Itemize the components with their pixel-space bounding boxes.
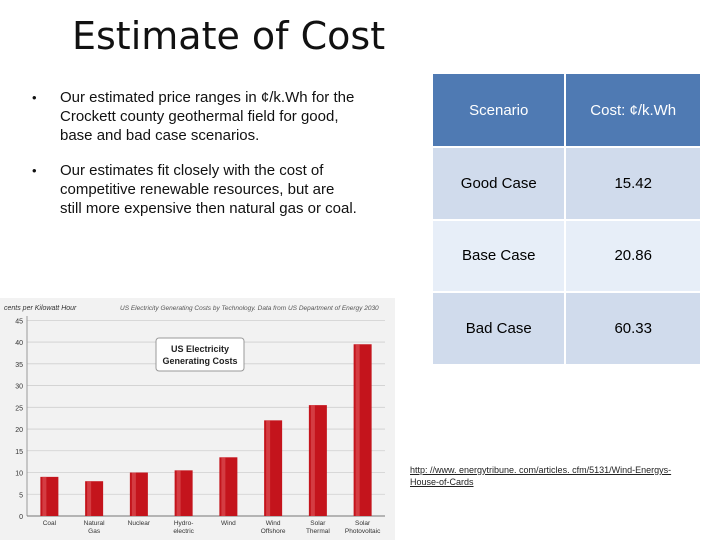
scenario-cell: Bad Case: [430, 291, 567, 366]
bar-highlight: [266, 420, 271, 516]
header-scenario: Scenario: [430, 72, 567, 148]
x-tick-label: Thermal: [306, 528, 330, 535]
cost-cell: 20.86: [564, 218, 702, 294]
bar-highlight: [42, 476, 47, 516]
y-tick-label: 5: [19, 492, 23, 499]
cost-cell: 60.33: [564, 291, 702, 366]
bar-highlight: [176, 470, 181, 516]
x-tick-label: Hydro-: [174, 520, 194, 527]
x-tick-label: electric: [173, 528, 194, 535]
y-tick-label: 40: [15, 340, 23, 347]
scenario-cell: Base Case: [430, 218, 567, 294]
cost-table: Scenario Cost: ¢/k.Wh Good Case 15.42 Ba…: [430, 72, 702, 366]
generating-costs-chart: cents per Kilowatt Hour US Electricity Ge…: [0, 298, 395, 540]
table-row: Base Case 20.86: [430, 218, 702, 294]
bullet-item: • Our estimated price ranges in ¢/k.Wh f…: [32, 88, 372, 145]
chart-title-line1: US Electricity: [171, 344, 229, 354]
bullet-item: • Our estimates fit closely with the cos…: [32, 161, 372, 218]
x-tick-label: Nuclear: [128, 520, 151, 527]
x-tick-label: Natural: [84, 520, 106, 527]
scenario-cell: Good Case: [430, 146, 567, 221]
table-header-row: Scenario Cost: ¢/k.Wh: [430, 72, 702, 148]
chart-title-line2: Generating Costs: [162, 356, 237, 366]
bullet-list: • Our estimated price ranges in ¢/k.Wh f…: [32, 88, 372, 234]
bullet-dot-icon: •: [32, 163, 37, 178]
source-link[interactable]: http: //www. energytribune. com/articles…: [410, 465, 672, 487]
header-cost: Cost: ¢/k.Wh: [564, 72, 702, 148]
bar-highlight: [310, 405, 315, 516]
x-tick-label: Solar: [355, 520, 371, 527]
table-row: Good Case 15.42: [430, 146, 702, 221]
x-tick-label: Photovoltaic: [345, 528, 381, 535]
bullet-dot-icon: •: [32, 90, 37, 105]
chart-background: [0, 298, 395, 540]
y-tick-label: 45: [15, 318, 23, 325]
slide-title: Estimate of Cost: [72, 14, 386, 58]
x-tick-label: Solar: [310, 520, 326, 527]
x-tick-label: Offshore: [261, 528, 286, 535]
y-tick-label: 0: [19, 514, 23, 521]
y-tick-label: 35: [15, 362, 23, 369]
bar-highlight: [87, 481, 92, 516]
x-tick-label: Wind: [266, 520, 281, 527]
y-tick-label: 20: [15, 427, 23, 434]
bullet-text: Our estimated price ranges in ¢/k.Wh for…: [60, 89, 355, 144]
bullet-text: Our estimates fit closely with the cost …: [60, 162, 357, 217]
bar-highlight: [131, 472, 136, 516]
y-tick-label: 15: [15, 449, 23, 456]
cost-cell: 15.42: [564, 146, 702, 221]
chart-title-box: [155, 337, 245, 372]
bar-highlight: [221, 457, 226, 516]
chart-subtitle: US Electricity Generating Costs by Techn…: [120, 305, 379, 312]
x-tick-label: Gas: [88, 528, 101, 535]
chart-ylabel: cents per Kilowatt Hour: [4, 305, 77, 312]
x-tick-label: Coal: [43, 520, 57, 527]
x-tick-label: Wind: [221, 520, 236, 527]
y-tick-label: 10: [15, 471, 23, 478]
y-tick-label: 30: [15, 384, 23, 391]
table-row: Bad Case 60.33: [430, 291, 702, 366]
chart-svg: cents per Kilowatt Hour US Electricity Ge…: [0, 298, 395, 540]
y-tick-label: 25: [15, 405, 23, 412]
bar-highlight: [355, 344, 360, 516]
